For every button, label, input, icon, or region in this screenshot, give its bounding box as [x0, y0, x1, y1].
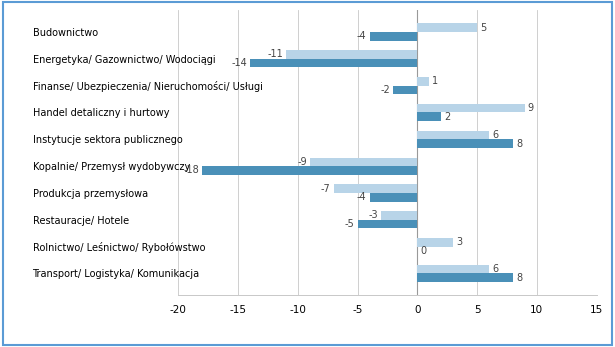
Bar — [202, 166, 418, 175]
Bar — [418, 139, 513, 148]
Text: 6: 6 — [492, 130, 498, 140]
Text: 8: 8 — [516, 273, 522, 283]
Bar — [286, 50, 418, 59]
Text: -9: -9 — [297, 157, 307, 167]
Text: -14: -14 — [231, 58, 247, 68]
Text: -18: -18 — [183, 166, 199, 175]
Bar — [381, 211, 418, 220]
Text: 2: 2 — [444, 112, 450, 122]
Text: 6: 6 — [492, 264, 498, 274]
Text: 9: 9 — [528, 103, 534, 113]
Text: 1: 1 — [432, 76, 438, 86]
Bar — [418, 77, 429, 86]
Bar — [418, 104, 525, 112]
Bar — [394, 86, 418, 94]
Bar — [418, 131, 489, 139]
Text: 3: 3 — [456, 237, 462, 247]
Bar — [370, 32, 418, 41]
Text: 5: 5 — [480, 23, 486, 33]
Text: -3: -3 — [369, 211, 378, 220]
Bar — [250, 59, 418, 67]
Bar — [418, 265, 489, 273]
Text: -4: -4 — [357, 192, 367, 202]
Bar — [310, 158, 418, 166]
Bar — [418, 23, 477, 32]
Bar — [418, 112, 441, 121]
Text: 0: 0 — [420, 246, 426, 256]
Text: -11: -11 — [267, 50, 283, 59]
Text: -2: -2 — [381, 85, 391, 95]
Bar — [370, 193, 418, 202]
Text: -5: -5 — [345, 219, 355, 229]
Text: -4: -4 — [357, 31, 367, 41]
Text: 8: 8 — [516, 138, 522, 149]
Bar — [418, 238, 453, 247]
Bar — [357, 220, 418, 228]
Bar — [418, 273, 513, 282]
Bar — [334, 184, 418, 193]
Text: -7: -7 — [321, 184, 331, 194]
